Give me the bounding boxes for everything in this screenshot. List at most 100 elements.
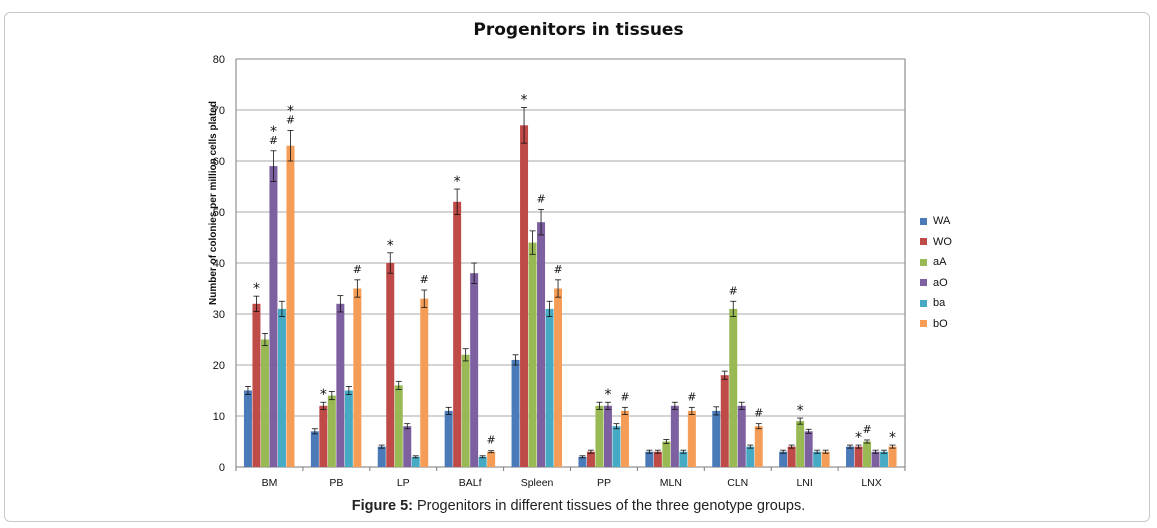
significance-mark: * — [253, 281, 260, 297]
legend-swatch — [920, 258, 927, 266]
significance-mark: * — [889, 430, 896, 446]
bar — [737, 405, 746, 467]
bar — [679, 451, 688, 467]
bar — [779, 451, 788, 467]
bar — [846, 446, 855, 467]
legend-swatch — [920, 238, 927, 246]
bar — [612, 426, 621, 467]
bar — [470, 273, 479, 467]
bar — [319, 405, 328, 467]
bar — [243, 390, 252, 467]
significance-mark: # — [862, 423, 871, 436]
bar — [420, 298, 429, 467]
y-tick-label: 0 — [219, 462, 225, 474]
legend-item: bO — [920, 314, 952, 335]
x-tick-label: MLN — [660, 477, 682, 489]
significance-mark: * — [270, 124, 277, 140]
x-tick-label: BALf — [459, 477, 482, 489]
bar — [478, 456, 487, 467]
bar — [796, 421, 805, 467]
bar — [712, 410, 721, 467]
legend-swatch — [920, 299, 927, 307]
bar — [653, 451, 662, 467]
bar — [444, 410, 453, 467]
y-tick-label: 20 — [213, 360, 225, 372]
bar — [344, 390, 353, 467]
bar — [662, 441, 671, 467]
bar — [377, 446, 386, 467]
chart-title: Progenitors in tissues — [473, 20, 684, 40]
legend-label: WA — [933, 215, 951, 228]
significance-mark: * — [454, 174, 461, 190]
bar — [787, 446, 796, 467]
significance-mark: # — [687, 390, 696, 403]
bar — [277, 308, 286, 467]
x-tick-label: PP — [597, 477, 611, 489]
x-tick-label: CLN — [727, 477, 748, 489]
bar — [729, 308, 738, 467]
bar — [260, 339, 269, 467]
bar — [670, 405, 679, 467]
legend-label: aO — [933, 276, 948, 289]
bar — [880, 451, 889, 467]
y-tick-label: 30 — [213, 309, 225, 321]
bar — [528, 242, 537, 467]
y-tick-label: 50 — [213, 207, 225, 219]
bar — [578, 456, 587, 467]
significance-mark: # — [553, 263, 562, 276]
significance-mark: # — [269, 134, 278, 147]
bar — [720, 375, 729, 467]
y-tick-label: 10 — [213, 411, 225, 423]
bar — [411, 456, 420, 467]
bar — [746, 446, 755, 467]
bar — [645, 451, 654, 467]
significance-mark: # — [754, 407, 763, 420]
bar — [511, 359, 520, 467]
x-tick-label: BM — [262, 477, 278, 489]
legend-item: aO — [920, 273, 952, 294]
significance-mark: * — [604, 387, 611, 403]
bar — [394, 385, 403, 467]
bar — [888, 446, 897, 467]
bar — [310, 431, 319, 467]
y-tick-label: 40 — [213, 258, 225, 270]
legend-label: WO — [933, 235, 952, 248]
legend-swatch — [920, 279, 927, 287]
bar — [336, 303, 345, 467]
bar — [804, 431, 813, 467]
bar — [269, 166, 278, 467]
legend-item: WA — [920, 211, 952, 232]
bar — [871, 451, 880, 467]
y-tick-label: 60 — [213, 156, 225, 168]
caption-text: Progenitors in different tissues of the … — [412, 498, 806, 514]
bar — [386, 263, 395, 467]
significance-mark: # — [536, 192, 545, 205]
significance-mark: * — [287, 103, 294, 119]
significance-mark: # — [487, 434, 496, 447]
x-tick-label: Spleen — [521, 477, 554, 489]
significance-mark: # — [353, 263, 362, 276]
bar — [453, 201, 462, 468]
legend-label: aA — [933, 256, 947, 269]
y-tick-label: 80 — [213, 54, 225, 66]
legend-item: WO — [920, 232, 952, 253]
bar — [353, 288, 362, 467]
bar — [520, 125, 529, 468]
bar — [821, 451, 830, 467]
figure-frame — [4, 12, 1150, 522]
bar — [327, 395, 336, 467]
x-tick-label: PB — [329, 477, 343, 489]
x-tick-label: LP — [397, 477, 410, 489]
legend-label: bO — [933, 317, 948, 330]
bar — [620, 410, 629, 467]
bar — [554, 288, 563, 467]
bar — [403, 426, 412, 467]
x-tick-label: LNI — [796, 477, 812, 489]
legend-swatch — [920, 320, 927, 328]
bar — [537, 222, 546, 467]
bar — [854, 446, 863, 467]
bar — [286, 145, 295, 467]
bar — [863, 441, 872, 467]
legend-swatch — [920, 217, 927, 225]
